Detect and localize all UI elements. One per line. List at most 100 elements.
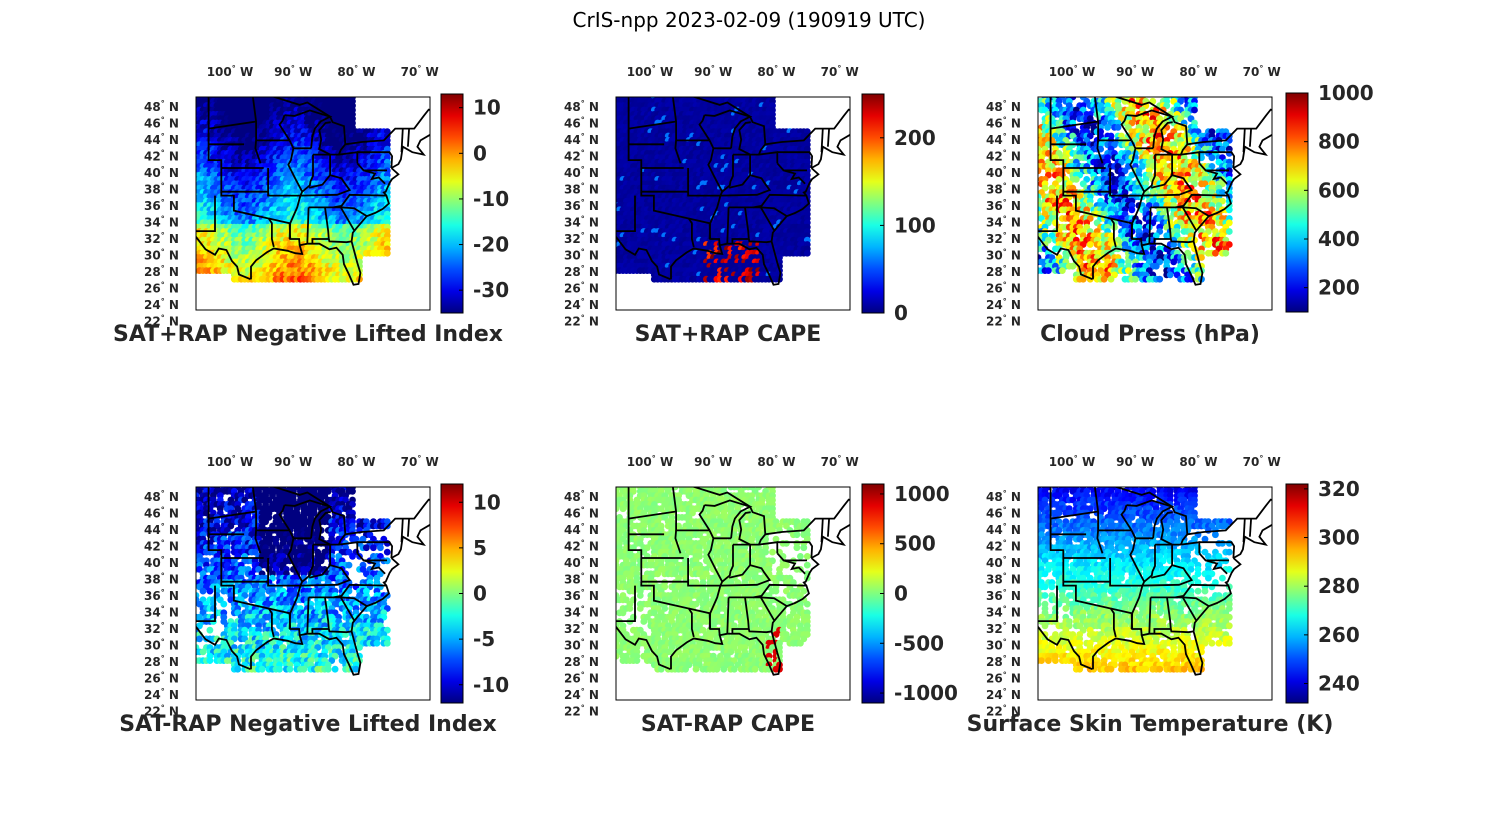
lat-tick-label: 48° N	[144, 99, 179, 114]
state-border	[252, 97, 290, 142]
colorbar-tick-label: 200	[894, 126, 936, 150]
lon-tick-label: 100° W	[207, 64, 253, 79]
state-border	[208, 120, 257, 130]
lat-tick-label: 22° N	[144, 314, 179, 329]
map-frame	[615, 96, 851, 311]
state-border	[698, 114, 711, 141]
state-border	[333, 206, 368, 217]
state-border	[616, 195, 636, 232]
data-point	[383, 249, 391, 257]
panel-3: 100° W 90° W 80° W 70° W48° N46° N44° N42° …	[986, 64, 1374, 347]
colorbar-gradient	[861, 93, 885, 314]
lat-tick-label: 34° N	[144, 215, 179, 230]
state-border	[691, 97, 751, 118]
state-border	[301, 154, 314, 193]
state-border	[747, 238, 772, 244]
colorbar-gradient	[440, 93, 464, 314]
state-border	[810, 133, 850, 169]
state-border	[776, 162, 806, 185]
map-frame	[195, 96, 431, 311]
colorbar-tick-label: 10	[473, 96, 501, 120]
data-point	[1191, 106, 1198, 114]
lat-tick-label: 42° N	[564, 149, 599, 164]
state-border	[287, 140, 304, 240]
state-border	[753, 206, 788, 217]
lat-tick-label: 32° N	[564, 231, 599, 246]
colorbar-tick-label: -20	[473, 233, 509, 257]
lat-tick-label: 26° N	[564, 281, 599, 296]
state-border	[720, 174, 772, 197]
state-border	[284, 109, 333, 149]
state-border	[749, 116, 767, 155]
state-border	[329, 116, 347, 155]
lat-tick-label: 42° N	[144, 149, 179, 164]
panels: 100° W 90° W 80° W 70° W48° N46° N44° N42° …	[113, 64, 1374, 737]
lon-tick-label: 80° W	[757, 64, 795, 79]
colorbar-tick-label: 100	[894, 213, 936, 237]
state-border	[627, 97, 721, 197]
panel-title: SAT+RAP CAPE	[635, 322, 822, 347]
state-border	[327, 238, 352, 244]
colorbar: 100-10-20-30	[440, 93, 509, 314]
lat-tick-label: 46° N	[144, 116, 179, 131]
state-border	[721, 154, 734, 193]
state-border	[820, 128, 824, 153]
map-borders	[196, 97, 430, 286]
state-border	[356, 162, 386, 185]
state-border	[196, 235, 251, 281]
lat-tick-label: 30° N	[144, 248, 179, 263]
colorbar-tick-label: -10	[473, 187, 509, 211]
state-border	[278, 114, 291, 141]
lat-tick-label: 46° N	[564, 116, 599, 131]
lon-tick-label: 100° W	[627, 64, 673, 79]
lat-tick-label: 40° N	[144, 165, 179, 180]
lon-tick-label: 70° W	[821, 64, 859, 79]
lat-tick-label: 44° N	[144, 132, 179, 147]
colorbar-tick-label: 0	[894, 301, 908, 325]
lat-tick-label: 44° N	[564, 132, 599, 147]
state-border	[345, 108, 430, 146]
lon-tick-label: 90° W	[274, 64, 312, 79]
state-border	[271, 97, 331, 118]
state-border	[704, 109, 753, 149]
state-border	[196, 195, 216, 232]
state-border	[300, 174, 352, 197]
panel-title: SAT+RAP Negative Lifted Index	[113, 322, 503, 347]
state-border	[407, 128, 410, 147]
figure-title: CrIS-npp 2023-02-09 (190919 UTC)	[573, 8, 926, 32]
state-border	[207, 97, 301, 197]
lat-tick-label: 34° N	[564, 215, 599, 230]
state-border	[726, 207, 730, 244]
data-points	[196, 97, 391, 283]
lat-tick-label: 38° N	[564, 182, 599, 197]
lat-tick-label: 32° N	[144, 231, 179, 246]
state-border	[400, 128, 404, 153]
state-border	[640, 191, 695, 248]
data-point	[803, 249, 811, 257]
lat-tick-label: 40° N	[564, 165, 599, 180]
state-border	[777, 151, 814, 169]
lon-tick-label: 80° W	[337, 64, 375, 79]
lat-tick-label: 26° N	[144, 281, 179, 296]
lat-tick-label: 24° N	[144, 297, 179, 312]
state-border	[765, 108, 850, 146]
state-border	[628, 120, 677, 130]
panel-2: 100° W 90° W 80° W 70° W 48° N 46° N44° N 42° …	[564, 64, 936, 347]
state-border	[669, 167, 820, 286]
state-border	[674, 140, 682, 164]
colorbar-tick-label: -30	[473, 278, 509, 302]
state-border	[707, 140, 724, 240]
lat-tick-label: 48° N	[564, 99, 599, 114]
state-border	[390, 133, 430, 169]
data-point	[1104, 124, 1111, 131]
state-border	[254, 140, 262, 164]
lon-tick-label: 90° W	[694, 64, 732, 79]
state-border	[318, 121, 331, 156]
state-border	[616, 235, 671, 281]
data-points	[1038, 97, 1233, 283]
lat-tick-label: 28° N	[144, 264, 179, 279]
lat-tick-label: 28° N	[564, 264, 599, 279]
lat-tick-label: 22° N	[564, 314, 599, 329]
data-points	[616, 97, 811, 283]
